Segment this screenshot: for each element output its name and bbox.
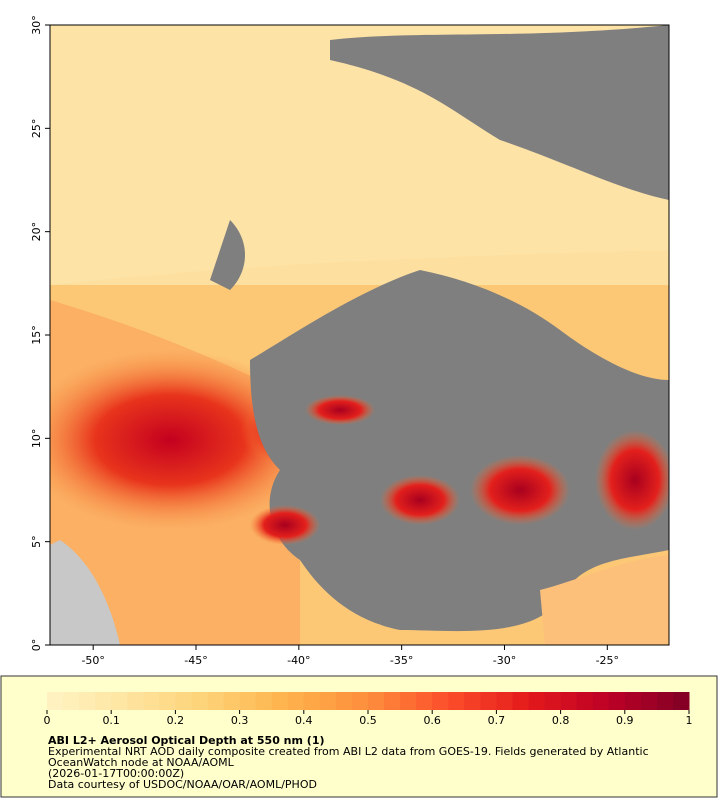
colorbar-swatch [127,692,144,710]
y-tick-label: 20° [30,222,43,242]
x-tick-label: -30° [493,654,516,667]
map-image [50,25,669,645]
y-tick-label: 30° [30,15,43,35]
colorbar-tick-label: 0.3 [231,714,249,727]
colorbar-swatch [319,692,337,710]
y-tick-label: 0° [30,639,43,652]
colorbar-swatch [592,692,610,710]
colorbar-tick-label: 0.4 [295,714,313,727]
y-tick-label: 15° [30,325,43,345]
colorbar-swatch [432,692,449,710]
colorbar-tick-label: 0 [44,714,51,727]
colorbar-swatch [608,692,626,710]
colorbar-swatch [63,692,80,710]
colorbar-swatch [560,692,578,710]
x-tick-label: -35° [390,654,413,667]
colorbar-swatch [480,692,497,710]
colorbar-swatch [448,692,465,710]
colorbar-tick-label: 0.7 [488,714,506,727]
colorbar-swatch [79,692,96,710]
colorbar-swatch [223,692,241,710]
colorbar-swatch [496,692,513,710]
colorbar-swatch [111,692,128,710]
colorbar-swatch [576,692,594,710]
colorbar-tick-label: 0.2 [167,714,185,727]
colorbar-swatch [464,692,481,710]
colorbar-swatch [512,692,529,710]
colorbar-swatch [656,692,674,710]
colorbar-swatch [143,692,160,710]
colorbar-swatch [255,692,273,710]
colorbar-swatch [95,692,112,710]
colorbar-swatch [287,692,305,710]
colorbar-swatch [271,692,289,710]
y-tick-label: 5° [30,535,43,548]
caption-title: ABI L2+ Aerosol Optical Depth at 550 nm … [48,734,325,747]
colorbar-swatch [207,692,225,710]
y-tick-label: 10° [30,429,43,449]
colorbar-swatch [640,692,658,710]
x-tick-label: -40° [287,654,310,667]
colorbar-swatch [400,692,417,710]
colorbar-swatch [416,692,433,710]
colorbar-swatch [239,692,257,710]
y-tick-label: 25° [30,119,43,139]
caption-line: Experimental NRT AOD daily composite cre… [48,745,649,758]
colorbar-tick-label: 1 [686,714,693,727]
caption-line: OceanWatch node at NOAA/AOML [48,756,235,769]
colorbar-swatch [47,692,64,710]
colorbar-tick-label: 0.8 [552,714,570,727]
colorbar-swatch [672,692,690,710]
colorbar-swatch [624,692,642,710]
colorbar-swatch [384,692,401,710]
x-tick-label: -50° [81,654,104,667]
colorbar-tick-label: 0.9 [616,714,634,727]
caption-line: (2026-01-17T00:00:00Z) [48,767,184,780]
colorbar-swatch [368,692,385,710]
colorbar-tick-label: 0.6 [423,714,441,727]
colorbar-tick-label: 0.1 [102,714,120,727]
colorbar-tick-label: 0.5 [359,714,377,727]
caption-line: Data courtesy of USDOC/NOAA/OAR/AOML/PHO… [48,778,317,791]
colorbar-swatch [335,692,353,710]
colorbar-swatch [159,692,176,710]
x-tick-label: -25° [596,654,619,667]
colorbar-swatch [544,692,562,710]
colorbar-swatch [528,692,546,710]
x-tick-label: -45° [184,654,207,667]
colorbar-swatch [191,692,208,710]
colorbar-swatch [175,692,192,710]
colorbar-swatch [351,692,369,710]
colorbar-swatch [303,692,321,710]
